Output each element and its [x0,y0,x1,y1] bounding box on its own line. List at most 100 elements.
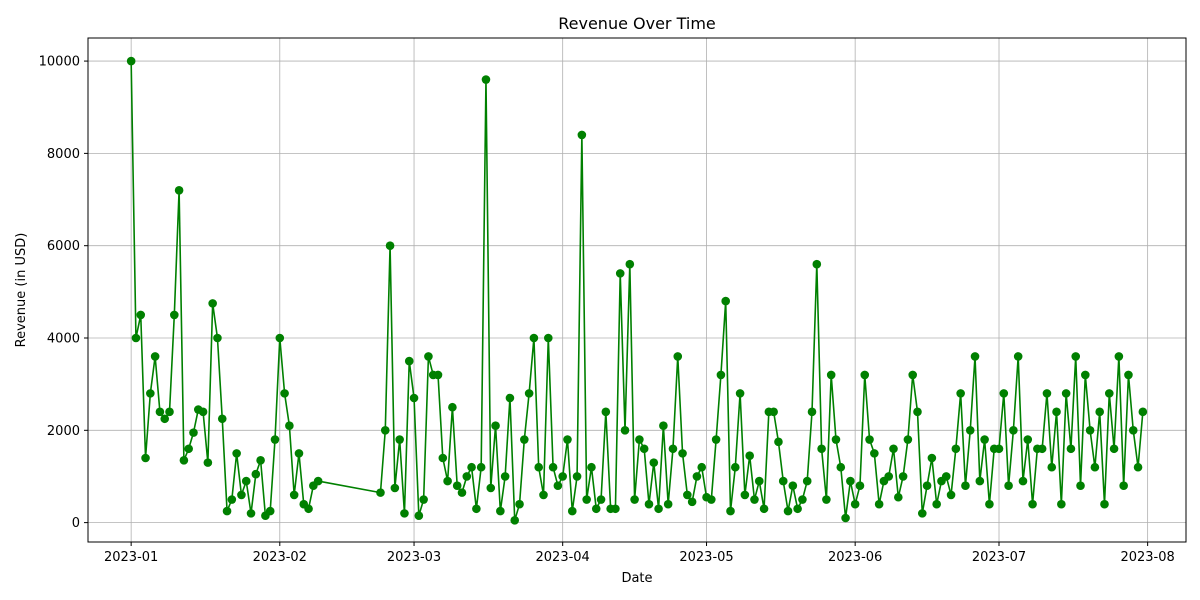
data-point [577,130,587,140]
data-point [922,481,932,490]
data-point [721,296,730,306]
data-point [160,414,170,424]
data-point [409,393,419,403]
data-point [1085,426,1095,435]
data-point [1104,389,1114,398]
data-point [256,456,265,465]
data-point [716,370,726,380]
data-point [769,407,778,417]
data-point [826,370,836,380]
data-point [174,186,184,195]
x-tick-label: 2023-01 [104,550,158,565]
data-point [414,511,424,520]
data-point [884,472,894,481]
data-point [241,476,251,486]
data-point [496,506,505,516]
data-point [635,435,644,444]
data-point [222,506,232,516]
data-point [246,509,256,518]
x-tick-label: 2023-06 [828,550,882,565]
data-point [1042,389,1052,398]
data-point [524,389,534,398]
data-point [1037,444,1047,454]
data-point [285,421,294,430]
data-point [707,495,716,504]
data-point [131,333,141,343]
data-point [539,490,548,500]
data-point [663,499,673,509]
data-point [946,490,956,500]
data-point [457,488,467,497]
data-point [1061,389,1071,398]
data-point [280,389,289,398]
x-tick-label: 2023-07 [972,550,1026,565]
data-point [1028,499,1037,509]
data-point [165,407,174,417]
data-point [1023,435,1033,444]
data-point [783,506,793,516]
data-point [692,472,702,481]
data-point [850,499,860,509]
data-point [275,333,285,343]
data-point [730,462,740,472]
data-point [1076,481,1085,490]
data-point [841,513,850,523]
data-point [467,462,476,472]
data-point [481,75,491,84]
data-point [198,407,208,417]
data-point [778,476,788,486]
data-point [999,389,1009,398]
data-point [1071,352,1081,361]
data-point [126,56,136,66]
data-point [443,476,452,486]
data-point [726,506,735,516]
data-point [376,488,385,497]
data-point [927,453,937,463]
chart-title: Revenue Over Time [558,14,716,33]
data-point [548,462,558,472]
x-tick-label: 2023-02 [253,550,307,565]
data-point [683,490,692,500]
data-point [1066,444,1076,454]
data-point [745,451,754,460]
data-point [668,444,678,454]
data-point [711,435,721,444]
data-point [975,476,985,486]
data-point [822,495,831,504]
data-point [141,453,150,463]
data-point [870,449,879,458]
data-point [1109,444,1119,454]
data-point [865,435,874,444]
data-point [544,333,553,343]
data-point [400,509,409,518]
data-point [644,499,654,509]
data-point [313,476,323,486]
data-point [150,352,160,361]
data-point [1124,370,1133,380]
data-point [898,472,908,481]
x-axis-ticks: 2023-01 2023-02 2023-03 2023-04 2023-05 2023-… [104,542,1175,565]
x-tick-label: 2023-03 [387,550,441,565]
data-point [754,476,764,486]
data-point [203,458,213,467]
data-point [1090,462,1100,472]
data-point [601,407,611,417]
data-point [802,476,812,486]
y-tick-label: 8000 [47,147,80,162]
y-axis-ticks: 0 2000 4000 6000 8000 10000 [39,55,88,531]
data-point [462,472,472,481]
data-point [251,469,261,479]
data-point [860,370,870,380]
data-point [553,481,563,490]
data-point [1018,476,1028,486]
data-point [419,495,428,504]
data-point [889,444,898,454]
data-point [639,444,649,454]
data-point [1114,352,1124,361]
data-point [620,426,630,435]
data-point [208,299,217,308]
data-point [567,506,577,516]
y-axis-label: Revenue (in USD) [14,233,29,348]
data-point [1128,426,1138,435]
